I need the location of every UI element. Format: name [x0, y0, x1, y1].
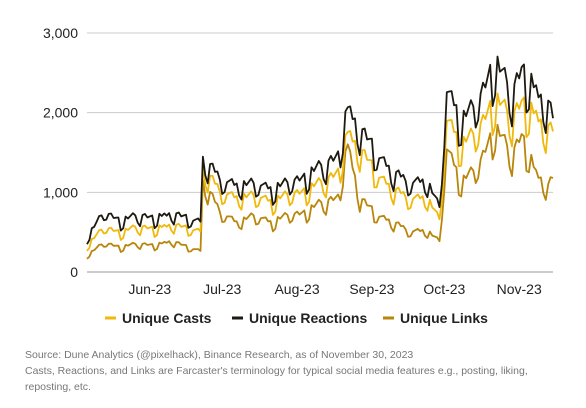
- legend: Unique Casts Unique Reactions Unique Links: [105, 310, 488, 326]
- x-tick-label: Oct-23: [423, 281, 465, 297]
- y-tick-label: 3,000: [43, 25, 78, 41]
- legend-label: Unique Reactions: [249, 310, 367, 326]
- x-tick-label: Jul-23: [203, 281, 241, 297]
- legend-label: Unique Links: [400, 310, 488, 326]
- legend-label: Unique Casts: [122, 310, 212, 326]
- x-axis: Jun-23 Jul-23 Aug-23 Sep-23 Oct-23 Nov-23: [128, 281, 542, 297]
- x-tick-label: Aug-23: [274, 281, 319, 297]
- source-line-1: Source: Dune Analytics (@pixelhack), Bin…: [25, 349, 414, 361]
- series-line-unique-reactions: [86, 55, 554, 245]
- line-chart: 0 1,000 2,000 3,000 Jun-23 Jul-23 Aug-23 Sep-2…: [43, 25, 554, 326]
- y-tick-label: 0: [70, 264, 78, 280]
- series-lines: [86, 55, 554, 260]
- source-line-3: reposting, etc.: [25, 381, 91, 393]
- source-note: Source: Dune Analytics (@pixelhack), Bin…: [25, 347, 575, 395]
- series-line-unique-links: [86, 123, 554, 260]
- gridlines: [87, 32, 553, 273]
- source-line-2: Casts, Reactions, and Links are Farcaste…: [25, 365, 528, 377]
- x-tick-label: Jun-23: [128, 281, 171, 297]
- x-tick-label: Sep-23: [349, 281, 394, 297]
- y-tick-label: 1,000: [43, 184, 78, 200]
- series-line-unique-casts: [86, 92, 554, 252]
- y-axis: 0 1,000 2,000 3,000: [43, 25, 78, 280]
- y-tick-label: 2,000: [43, 105, 78, 121]
- x-tick-label: Nov-23: [497, 281, 542, 297]
